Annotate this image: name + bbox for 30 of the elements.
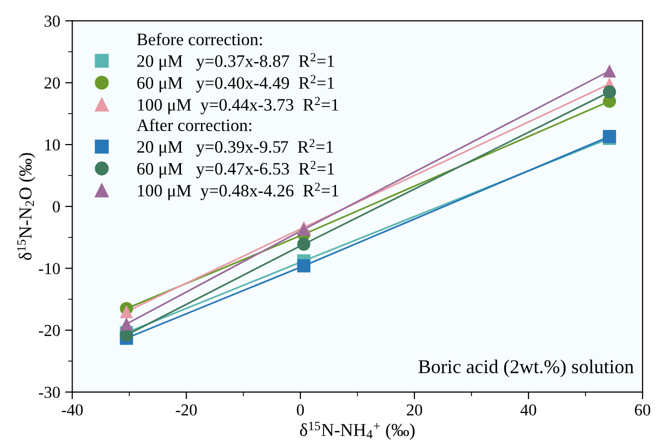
x-tick-label: 0 bbox=[296, 404, 304, 416]
y-axis-title: δ$^{15}$N-N$_{2}$O (‰) bbox=[17, 153, 36, 260]
point bbox=[602, 85, 616, 99]
y-tick-label: -10 bbox=[38, 263, 60, 274]
y-tick-label: 0 bbox=[52, 201, 60, 212]
legend-label: 20 μM y=0.37x-8.87 R$^{2}$=1 bbox=[137, 53, 334, 71]
y-tick-label: 30 bbox=[44, 16, 60, 27]
legend-label: 60 μM y=0.47x-6.53 R$^{2}$=1 bbox=[137, 160, 334, 178]
annotation: Boric acid (2wt.%) solution bbox=[418, 360, 634, 378]
y-tick-label: -20 bbox=[38, 324, 60, 336]
y-tick-label: -30 bbox=[38, 386, 60, 398]
point bbox=[120, 317, 134, 331]
x-tick-label: -20 bbox=[176, 404, 197, 416]
legend-label: 100 μM y=0.48x-4.26 R$^{2}$=1 bbox=[138, 182, 338, 200]
x-tick-label: 20 bbox=[406, 404, 422, 416]
point bbox=[120, 305, 134, 318]
x-axis-title: δ$^{15}$N-NH$_{4}$$^{+}$ (‰) bbox=[300, 422, 415, 440]
annotation: After correction: bbox=[136, 118, 252, 132]
point bbox=[297, 259, 310, 272]
legend-label: 100 μM y=0.44x-3.73 R$^{2}$=1 bbox=[138, 96, 338, 114]
x-tick-label: 60 bbox=[634, 404, 650, 416]
x-tick-label: -40 bbox=[62, 404, 83, 416]
y-tick-label: 20 bbox=[44, 77, 60, 89]
legend-label: 60 μM y=0.40x-4.49 R$^{2}$=1 bbox=[137, 75, 334, 92]
x-tick-label: 40 bbox=[520, 404, 536, 416]
legend-label: 20 μM y=0.39x-9.57 R$^{2}$=1 bbox=[137, 138, 333, 156]
point bbox=[297, 238, 310, 251]
y-tick-label: 10 bbox=[45, 139, 60, 151]
annotation: Before correction: bbox=[137, 32, 262, 46]
point bbox=[602, 64, 616, 78]
